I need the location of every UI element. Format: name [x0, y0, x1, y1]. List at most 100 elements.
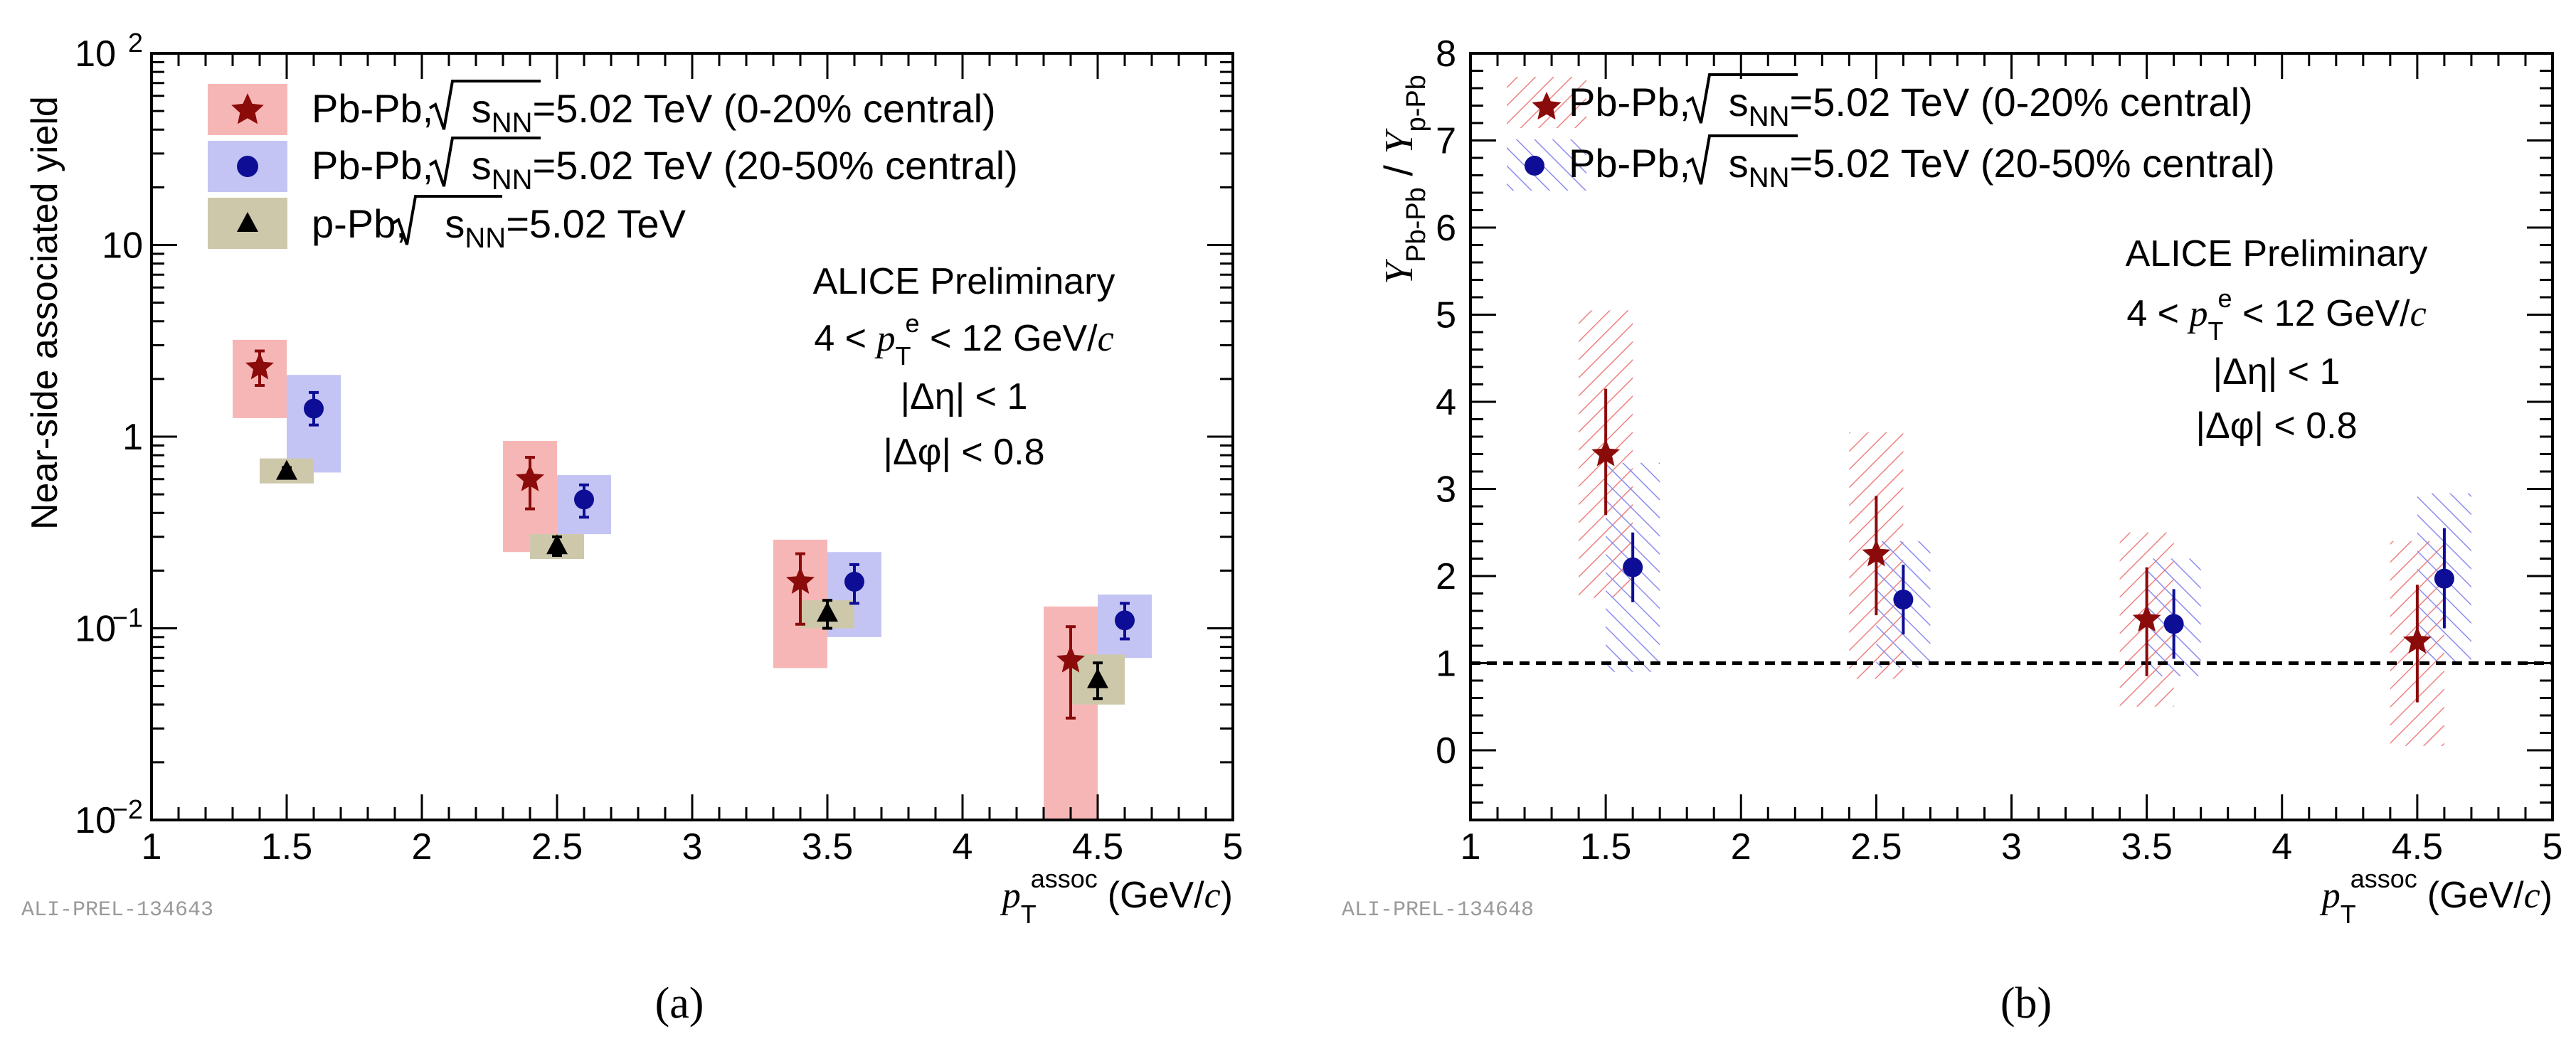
x-tick-label: 3 [682, 826, 703, 868]
y-tick-label: 3 [1436, 469, 1456, 511]
y-tick-label: 1 [122, 417, 143, 458]
x-tick-label: 4.5 [1072, 826, 1123, 868]
data-point-star [1056, 645, 1085, 673]
y-tick-label: 6 [1436, 208, 1456, 249]
legend-label-pbpb-semi: Pb-Pb, sNN=5.02 TeV (20-50% central) [1569, 141, 2275, 193]
x-tick-label: 4 [953, 826, 973, 868]
x-tick-label: 2.5 [1850, 826, 1902, 868]
x-tick-label: 1.5 [261, 826, 312, 868]
y-tick-label: 10 [75, 800, 116, 841]
data-point-circle [844, 572, 864, 592]
panel-b: 0 1 2 3 4 5 6 7 8 1 1.5 2 2.5 3 3.5 4 4.5 5 YPb-Pb / Yp-… [1342, 33, 2562, 1028]
x-tick-label: 5 [2543, 826, 2563, 868]
x-tick-label: 3.5 [802, 826, 853, 868]
data-point-star [1862, 539, 1891, 567]
data-point-triangle [276, 459, 297, 480]
legend-marker-circle [1525, 156, 1544, 176]
x-tick-labels: 1 1.5 2 2.5 3 3.5 4 4.5 5 [142, 826, 1244, 868]
legend-label-pbpb-central: Pb-Pb, sNN=5.02 TeV (0-20% central) [1569, 80, 2253, 132]
y-tick-label: 1 [1436, 644, 1456, 685]
annotation-pt-range: 4 < pTe < 12 GeV/c [2126, 284, 2426, 346]
data-point-triangle [1087, 668, 1108, 688]
legend-label-pbpb-semi: Pb-Pb, sNN=5.02 TeV (20-50% central) [312, 143, 1018, 196]
axis-ticks [1469, 52, 2554, 821]
x-tick-label: 3.5 [2121, 826, 2172, 868]
preliminary-tag: ALI-PREL-134643 [21, 898, 213, 922]
data-point-star [786, 567, 815, 594]
annotation-alice: ALICE Preliminary [813, 261, 1115, 302]
x-tick-label: 2 [412, 826, 433, 868]
sqrt-sign [428, 137, 541, 187]
y-tick-label: 10 [102, 225, 143, 267]
y-tick-label-exponent: −1 [112, 604, 143, 634]
annotation-delta-eta: |Δη| < 1 [901, 376, 1028, 417]
y-tick-label: 10 [75, 609, 116, 650]
y-tick-label: 5 [1436, 295, 1456, 336]
x-tick-label: 1 [1461, 826, 1481, 868]
sqrt-sign [428, 80, 541, 130]
data-point-star [516, 464, 544, 491]
y-tick-label-exponent: 2 [128, 28, 143, 58]
x-tick-label: 4 [2272, 826, 2292, 868]
data-point-circle [574, 489, 594, 510]
x-tick-label: 4.5 [2392, 826, 2443, 868]
annotation: ALICE Preliminary 4 < pTe < 12 GeV/c |Δη… [813, 261, 1115, 473]
x-tick-label: 2.5 [531, 826, 583, 868]
sqrt-sign [1685, 73, 1798, 124]
legend-label-pbpb-central: Pb-Pb, sNN=5.02 TeV (0-20% central) [312, 86, 996, 139]
y-axis-label: Near-side associated yield [24, 96, 65, 530]
plot-frame [1469, 52, 2554, 821]
annotation-pt-range: 4 < pTe < 12 GeV/c [814, 309, 1113, 371]
data-point-circle [1115, 610, 1135, 631]
data-point-circle [2434, 568, 2454, 589]
legend-swatch-pbpb-semi [1507, 139, 1586, 191]
sqrt-sign [391, 195, 502, 245]
annotation-delta-phi: |Δφ| < 0.8 [883, 432, 1044, 473]
annotation-delta-eta: |Δη| < 1 [2213, 351, 2341, 393]
data-point-triangle [817, 602, 838, 622]
data-points [245, 349, 1135, 720]
legend-label-ppb: p-Pb, sNN=5.02 TeV [312, 201, 687, 254]
y-axis-label: YPb-Pb / Yp-Pb [1376, 75, 1431, 284]
x-tick-label: 1 [142, 826, 162, 868]
panel-label-a: (a) [655, 979, 704, 1028]
data-point-star [2132, 604, 2161, 632]
data-point-star [2402, 626, 2432, 654]
y-tick-label-exponent: −2 [112, 795, 143, 825]
data-point-star [245, 352, 274, 380]
legend-marker-triangle [237, 212, 258, 232]
x-axis-label: pTassoc (GeV/c) [2319, 864, 2553, 929]
y-tick-label: 4 [1436, 382, 1456, 423]
data-point-circle [1623, 557, 1643, 577]
y-tick-label: 10 [75, 33, 116, 75]
data-point-star [1591, 439, 1621, 467]
y-tick-label: 2 [1436, 556, 1456, 597]
annotation: ALICE Preliminary 4 < pTe < 12 GeV/c |Δη… [2126, 233, 2428, 447]
data-point-circle [2163, 614, 2184, 634]
x-tick-label: 3 [2001, 826, 2022, 868]
data-point-circle [1893, 590, 1914, 610]
legend-marker-star [231, 93, 264, 124]
x-tick-label: 2 [1731, 826, 1751, 868]
y-tick-labels: 0 1 2 3 4 5 6 7 8 [1436, 33, 1456, 772]
annotation-delta-phi: |Δφ| < 0.8 [2195, 405, 2357, 447]
legend: Pb-Pb, sNN=5.02 TeV (0-20% central) Pb-P… [1507, 73, 2275, 193]
x-tick-label: 1.5 [1580, 826, 1631, 868]
data-points [1591, 388, 2454, 703]
legend-marker-circle [237, 156, 258, 177]
y-tick-label: 7 [1436, 121, 1456, 162]
y-tick-label: 8 [1436, 33, 1456, 75]
sqrt-sign [1685, 134, 1798, 185]
panel-label-b: (b) [2000, 979, 2052, 1028]
data-point-circle [304, 398, 324, 419]
legend-marker-star [1532, 92, 1562, 120]
x-tick-labels: 1 1.5 2 2.5 3 3.5 4 4.5 5 [1461, 826, 2563, 868]
x-tick-label: 5 [1223, 826, 1244, 868]
annotation-alice: ALICE Preliminary [2126, 233, 2428, 275]
preliminary-tag: ALI-PREL-134648 [1342, 898, 1534, 922]
legend: Pb-Pb, sNN=5.02 TeV (0-20% central) Pb-P… [208, 80, 1018, 254]
y-tick-label: 0 [1436, 730, 1456, 772]
